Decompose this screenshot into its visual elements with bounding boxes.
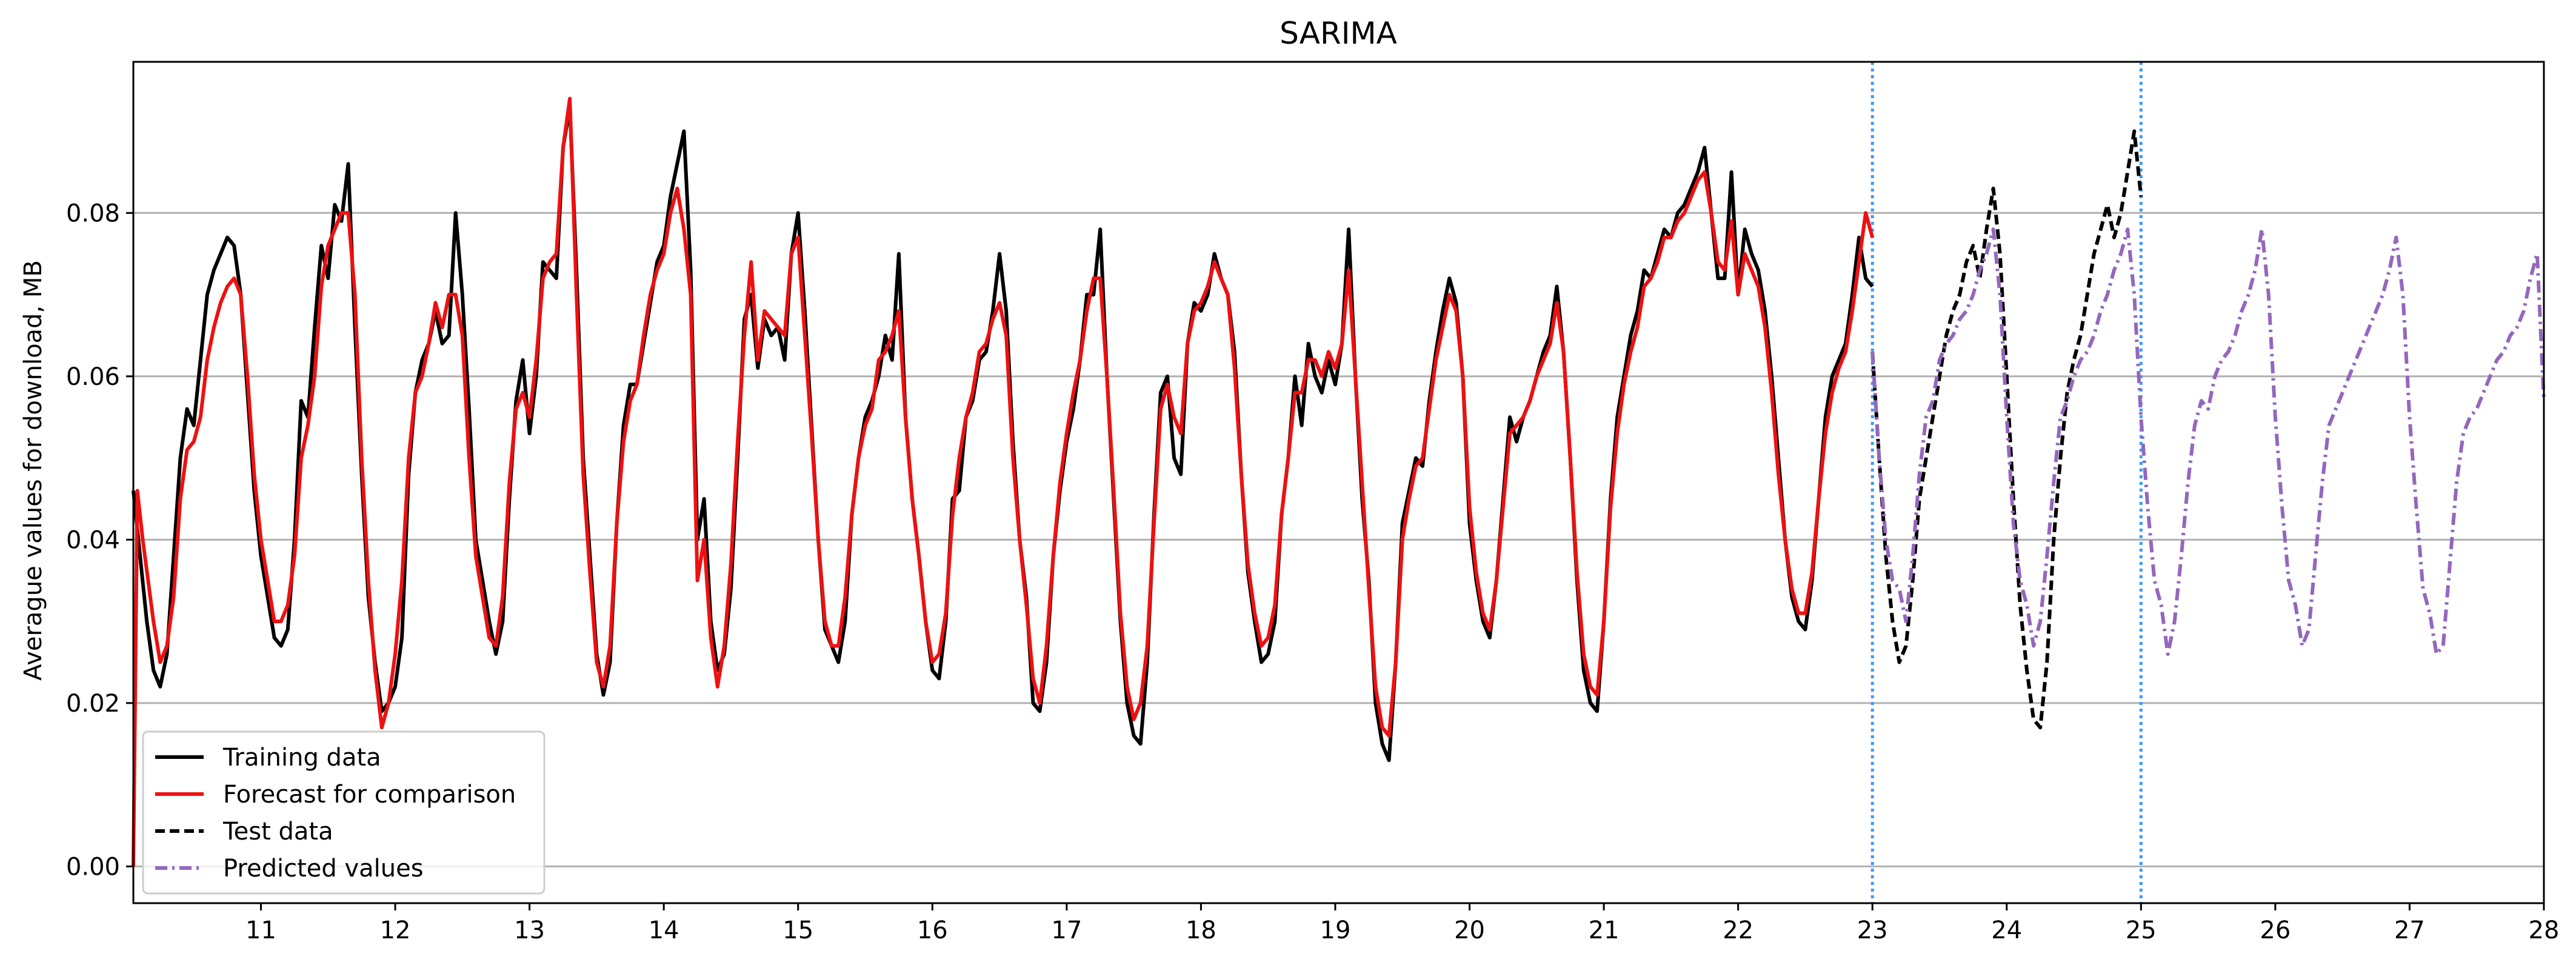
series-line-3	[1870, 227, 2546, 656]
x-axis-ticks: 11 12 13 14 15 16 17 18 19 20 21 22 23 24 25 26 27 28	[245, 903, 2559, 944]
y-tick-label-2: 0.04	[66, 526, 120, 554]
x-tick-label-6: 17	[1051, 917, 1082, 944]
x-tick-label-7: 18	[1186, 917, 1216, 944]
legend-label-0: Training data	[222, 744, 381, 772]
y-tick-label-4: 0.08	[66, 199, 120, 227]
y-tick-label-1: 0.02	[66, 690, 120, 718]
series-line-2	[1870, 129, 2143, 730]
y-tick-label-0: 0.00	[66, 853, 120, 881]
chart-title: SARIMA	[1280, 16, 1397, 51]
x-tick-label-10: 21	[1589, 917, 1620, 944]
x-tick-label-13: 24	[1991, 917, 2022, 944]
series-line-1	[132, 96, 1875, 867]
forecast-boundary-lines	[1870, 62, 2143, 903]
x-tick-label-14: 25	[2126, 917, 2157, 944]
series-lines	[132, 96, 2546, 867]
legend: Training data Forecast for comparison Test…	[142, 730, 546, 895]
legend-label-2: Test data	[222, 818, 333, 846]
legend-label-1: Forecast for comparison	[223, 781, 516, 809]
plot-frame	[132, 61, 2545, 904]
legend-box	[142, 730, 546, 895]
x-tick-label-0: 11	[245, 917, 276, 944]
x-tick-label-2: 13	[514, 917, 545, 944]
x-tick-label-3: 14	[649, 917, 679, 944]
x-tick-label-8: 19	[1320, 917, 1351, 944]
y-axis-ticks: 0.00 0.02 0.04 0.06 0.08	[66, 199, 133, 881]
x-tick-label-17: 28	[2529, 917, 2560, 944]
x-tick-label-5: 16	[917, 917, 948, 944]
x-tick-label-1: 12	[380, 917, 411, 944]
x-tick-label-4: 15	[782, 917, 813, 944]
x-tick-label-15: 26	[2260, 917, 2291, 944]
x-tick-label-16: 27	[2394, 917, 2425, 944]
y-axis-label: Averague values for download, MB	[19, 260, 47, 681]
y-tick-label-3: 0.06	[66, 363, 120, 391]
legend-label-3: Predicted values	[223, 855, 424, 883]
x-tick-label-9: 20	[1454, 917, 1485, 944]
x-tick-label-12: 23	[1857, 917, 1888, 944]
x-tick-label-11: 22	[1723, 917, 1753, 944]
